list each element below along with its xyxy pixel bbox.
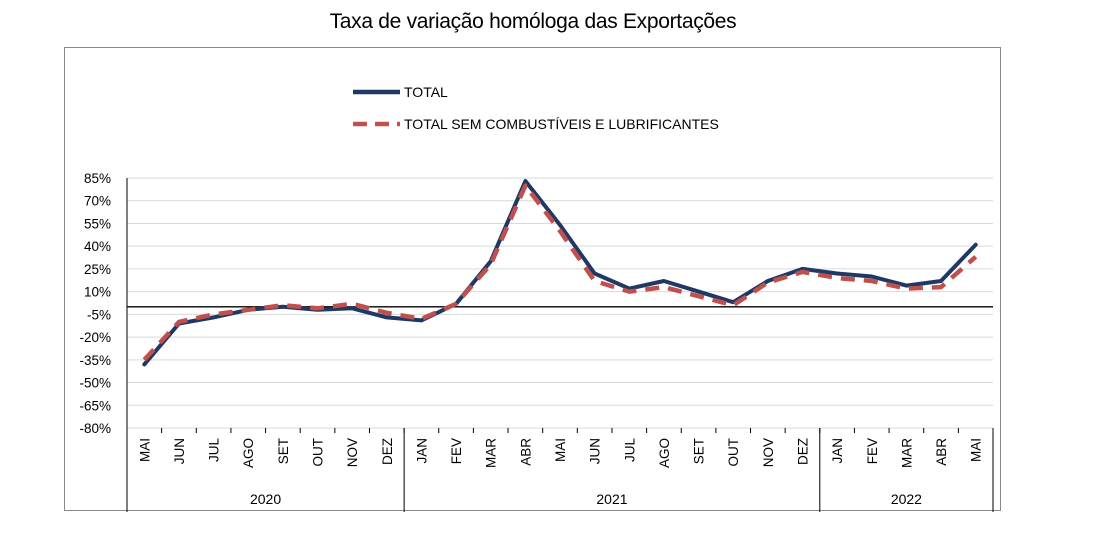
legend-label: TOTAL SEM COMBUSTÍVEIS E LUBRIFICANTES [404,116,719,132]
x-tick-label: JUN [172,438,187,464]
chart-title: Taxa de variação homóloga das Exportaçõe… [329,10,737,33]
x-tick-label: MAI [969,438,984,462]
x-tick-label: ABR [518,438,533,466]
x-tick-label: DEZ [380,438,395,465]
x-tick-label: JUL [622,438,637,462]
series-line-1 [142,179,978,367]
y-tick-label: 25% [84,262,111,277]
x-tick-label: MAI [137,438,152,462]
y-tick-label: -50% [79,376,111,391]
x-tick-label: SET [276,438,291,464]
x-tick-label: MAR [484,438,499,468]
x-tick-label: MAI [553,438,568,462]
chart-frame [64,47,1001,511]
y-tick-label: 85% [84,171,111,186]
series-line-2 [142,183,978,362]
x-tick-label: NOV [345,438,360,467]
y-tick-label: -35% [79,353,111,368]
x-tick-label: JAN [830,438,845,464]
y-tick-label: 70% [84,194,111,209]
x-tick-label: JAN [414,438,429,464]
year-label: 2022 [891,491,922,507]
legend-label: TOTAL [404,84,448,100]
year-label: 2021 [596,491,627,507]
x-tick-label: FEV [449,438,464,464]
y-tick-label: -65% [79,398,111,413]
y-tick-label: -5% [87,307,111,322]
x-tick-label: NOV [761,438,776,467]
x-tick-label: OUT [726,438,741,467]
y-tick-label: -80% [79,421,111,436]
y-tick-label: 55% [84,216,111,231]
x-tick-label: OUT [311,438,326,467]
x-tick-label: JUN [588,438,603,464]
x-tick-label: FEV [865,438,880,464]
x-tick-label: SET [692,438,707,464]
x-tick-label: MAR [899,438,914,468]
y-tick-label: 10% [84,285,111,300]
x-tick-label: DEZ [795,438,810,465]
x-tick-label: JUL [207,438,222,462]
x-tick-label: ABR [934,438,949,466]
y-tick-label: -20% [79,330,111,345]
year-label: 2020 [250,491,281,507]
x-tick-label: AGO [657,438,672,468]
x-tick-label: AGO [241,438,256,468]
y-tick-label: 40% [84,239,111,254]
